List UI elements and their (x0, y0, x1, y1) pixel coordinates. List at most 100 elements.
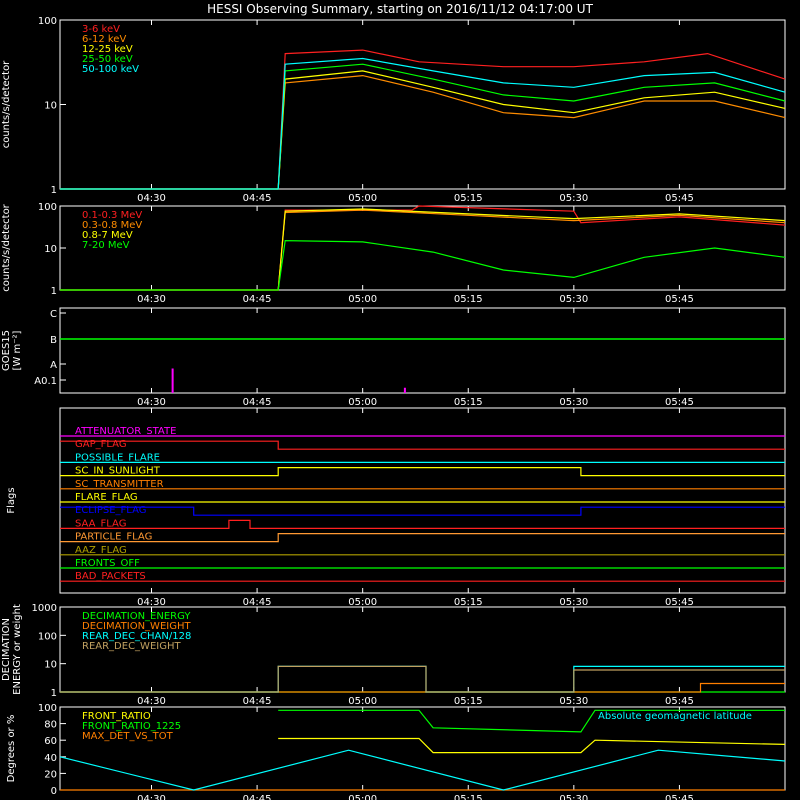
series-line (60, 57, 786, 190)
flag-label: SC_TRANSMITTER (75, 479, 164, 490)
y-tick-label: 100 (38, 202, 57, 213)
y-tick-label: 60 (44, 736, 57, 747)
series-line (60, 239, 786, 291)
ratios-xtick-label: 04:45 (243, 794, 272, 800)
y-axis-label: Flags (6, 487, 17, 513)
y-tick-label: 100 (38, 703, 57, 714)
series-line (59, 749, 786, 791)
ratios-xtick-label: 05:30 (559, 794, 588, 800)
y-axis-label: DECIMATION (1, 618, 12, 681)
ratios-xtick-label: 05:15 (454, 794, 483, 800)
series-line (60, 682, 785, 693)
legend-entry: 7-20 MeV (82, 240, 130, 251)
y-axis-label: GOES15 (1, 330, 12, 371)
flag-label: GAP_FLAG (75, 439, 127, 450)
annotation-label: Absolute geomagnetic latitude (598, 711, 752, 722)
legend-entry: 12-25 keV (82, 44, 133, 55)
legend-entry: 3-6 keV (82, 24, 120, 35)
series-line (278, 737, 786, 754)
flag-line (60, 506, 785, 516)
y-tick-label: 100 (38, 631, 57, 642)
count-rates-xtick-label: 05:45 (665, 193, 694, 204)
flag-label: BAD_PACKETS (75, 571, 146, 582)
panel-goes: 04:30 04:45 05:00 05:15 05:30 05:45 A0.1 A B C GOE… (1, 307, 786, 408)
flag-label: POSSIBLE_FLARE (75, 452, 160, 463)
y-tick-label: 10 (44, 101, 57, 112)
goes-frame (59, 307, 786, 394)
y-tick-label: 40 (44, 753, 57, 764)
flags-xtick-label: 05:45 (665, 597, 694, 608)
count-rates-xtick-label: 05:30 (559, 193, 588, 204)
high-energy-xtick-label: 05:00 (348, 294, 377, 305)
decimation-xtick-label: 05:45 (665, 696, 694, 707)
series-line (278, 709, 785, 733)
y-tick-label: 1 (51, 185, 57, 196)
figure-title: HESSI Observing Summary, starting on 201… (207, 2, 593, 16)
flag-label: FRONTS_OFF (75, 558, 140, 569)
legend-entry: REAR_DEC_CHAN/128 (82, 631, 191, 642)
flag-label: SC_IN_SUNLIGHT (75, 466, 161, 477)
y-tick-label: C (50, 309, 57, 320)
legend-entry: FRONT_RATIO_1225 (82, 721, 181, 732)
decimation-xtick-label: 05:15 (454, 696, 483, 707)
y-axis-label: [W m⁻²] (12, 330, 23, 370)
flag-line (60, 519, 785, 529)
decimation-xtick-label: 04:30 (137, 696, 166, 707)
panel-flags: 04:30 04:45 05:00 05:15 05:30 05:45 Flags ATTEN… (6, 407, 786, 608)
y-tick-label: 1 (51, 286, 57, 297)
legend-entry: 25-50 keV (82, 54, 133, 65)
y-tick-label: 100 (38, 16, 57, 27)
flag-line (60, 440, 785, 450)
y-tick-label: 20 (44, 769, 57, 780)
goes-xtick-label: 05:30 (559, 397, 588, 408)
flags-xtick-label: 04:45 (243, 597, 272, 608)
decimation-xtick-label: 04:45 (243, 696, 272, 707)
count-rates-xtick-label: 05:15 (454, 193, 483, 204)
legend-entry: 0.1-0.3 MeV (82, 210, 142, 221)
flags-xtick-label: 05:30 (559, 597, 588, 608)
flag-line (60, 467, 785, 477)
decimation-xtick-label: 05:00 (348, 696, 377, 707)
y-tick-label: 80 (44, 720, 57, 731)
legend-entry: 50-100 keV (82, 64, 139, 75)
goes-xtick-label: 04:45 (243, 397, 272, 408)
goes-xtick-label: 05:00 (348, 397, 377, 408)
legend-entry: DECIMATION_WEIGHT (82, 621, 191, 632)
decimation-xtick-label: 05:30 (559, 696, 588, 707)
high-energy-xtick-label: 04:30 (137, 294, 166, 305)
y-axis-label: counts/s/detector (1, 60, 12, 148)
legend-entry: REAR_DEC_WEIGHT (82, 641, 181, 652)
flag-line (60, 533, 785, 543)
panel-high-energy: 04:30 04:45 05:00 05:15 05:30 05:45 1 10 100 coun… (1, 202, 786, 305)
legend-entry: MAX_DET_VS_TOT (82, 731, 174, 742)
flags-frame (59, 407, 786, 594)
y-tick-label: A0.1 (34, 376, 57, 387)
panel-decimation: 04:30 04:45 05:00 05:15 05:30 05:45 1 10 100 1000… (1, 603, 786, 707)
y-tick-label: 1000 (32, 603, 57, 614)
flag-label: ECLIPSE_FLAG (75, 505, 146, 516)
ratios-xtick-label: 04:30 (137, 794, 166, 800)
legend-entry: 6-12 keV (82, 34, 126, 45)
y-axis-label: ENERGY or weight (12, 604, 23, 695)
y-tick-label: B (50, 335, 57, 346)
y-tick-label: 10 (44, 660, 57, 671)
legend-entry: FRONT_RATIO (82, 711, 151, 722)
flags-xtick-label: 05:15 (454, 597, 483, 608)
flag-label: PARTICLE_FLAG (75, 532, 152, 543)
flag-label: AAZ_FLAG (75, 545, 127, 556)
flag-label: ATTENUATOR_STATE (75, 426, 176, 437)
goes-xtick-label: 04:30 (137, 397, 166, 408)
high-energy-xtick-label: 05:15 (454, 294, 483, 305)
count-rates-xtick-label: 04:30 (137, 193, 166, 204)
count-rates-xtick-label: 04:45 (243, 193, 272, 204)
high-energy-xtick-label: 04:45 (243, 294, 272, 305)
goes-xtick-label: 05:45 (665, 397, 694, 408)
flags-xtick-label: 05:00 (348, 597, 377, 608)
flag-label: FLARE_FLAG (75, 492, 138, 503)
ratios-xtick-label: 05:00 (348, 794, 377, 800)
flag-label: SAA_FLAG (75, 518, 126, 529)
y-axis-label: Degrees or % (6, 715, 17, 783)
y-tick-label: A (50, 360, 57, 371)
panel-ratios: 04:30 04:45 05:00 05:15 05:30 05:45 0 20 40 60 80 1… (6, 703, 786, 800)
